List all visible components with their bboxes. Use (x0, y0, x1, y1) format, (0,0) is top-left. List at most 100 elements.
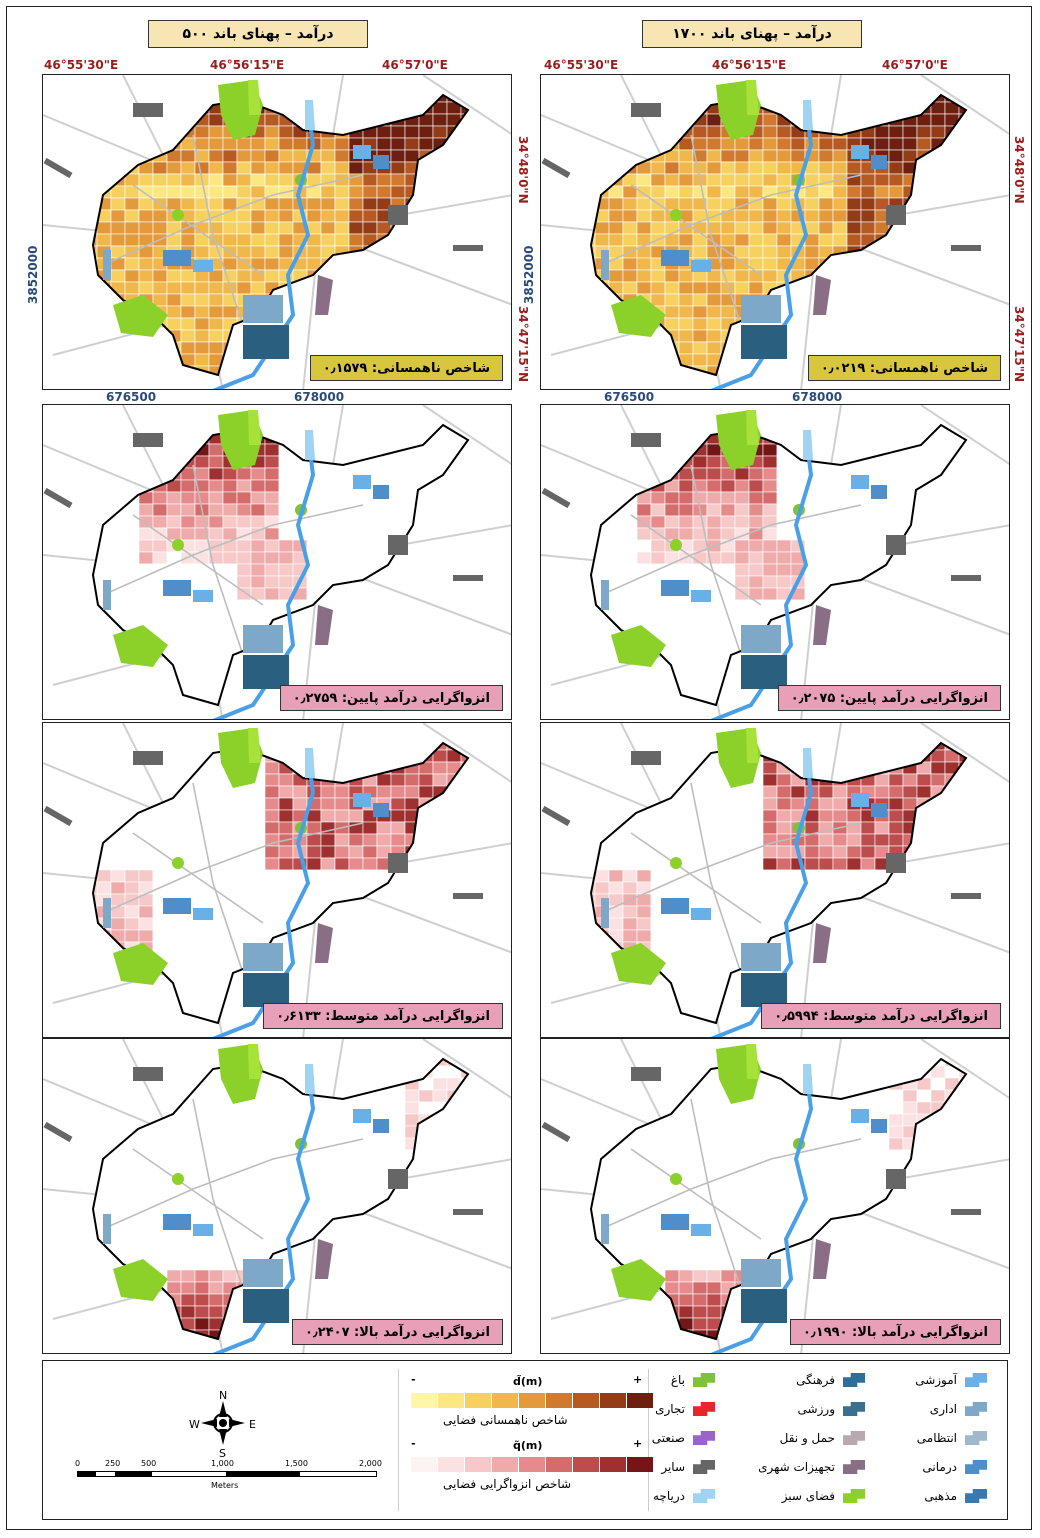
landuse-swatch (965, 1460, 987, 1474)
ramp2-symbol: q̃(m) (513, 1439, 543, 1452)
panel-label: شاخص ناهمسانی: ۰٫۰۲۱۹ (807, 355, 1001, 381)
scale-bar (77, 1471, 377, 1477)
landuse-swatch (965, 1489, 987, 1503)
scale-unit: Meters (211, 1481, 239, 1490)
easting-1-right: 676500 (604, 390, 655, 404)
right-map-title: درآمد – پهنای باند ۱۷۰۰ (642, 20, 862, 48)
panel-label: انزواگرایی درآمد متوسط: ۰٫۶۱۳۳ (263, 1003, 503, 1029)
landuse-label: دریاچه (653, 1489, 685, 1503)
landuse-label: اداری (929, 1402, 957, 1416)
scale-tick: 1,000 (211, 1459, 234, 1468)
panel-label: انزواگرایی درآمد بالا: ۰٫۱۹۹۰ (789, 1319, 1001, 1345)
lat-label-2-right: 34°47'15"N (1012, 306, 1026, 383)
map-panel-left-1: شاخص ناهمسانی: ۰٫۱۵۷۹ (42, 74, 512, 390)
compass-n: N (219, 1389, 228, 1402)
map-svg (43, 405, 511, 719)
lat-label-1-left: 34°48'0"N (516, 136, 530, 204)
scale-tick: 250 (105, 1459, 121, 1468)
lon-label-2-left: 46°56'15"E (210, 58, 285, 72)
map-panel-left-3: انزواگرایی درآمد متوسط: ۰٫۶۱۳۳ (42, 722, 512, 1038)
lon-label-2-right: 46°56'15"E (712, 58, 787, 72)
map-panel-left-4: انزواگرایی درآمد بالا: ۰٫۲۴۰۷ (42, 1038, 512, 1354)
landuse-label: انتظامی (916, 1431, 957, 1445)
ramp2-swatch (519, 1457, 546, 1472)
ramp1-swatch (519, 1393, 546, 1408)
ramp2-swatch (600, 1457, 627, 1472)
ramp1-minus: - (411, 1373, 416, 1386)
map-svg (541, 405, 1009, 719)
ramp1-swatch (465, 1393, 492, 1408)
lat-label-1-right: 34°48'0"N (1012, 136, 1026, 204)
ramp1-caption: شاخص ناهمسانی فضایی (443, 1413, 568, 1427)
landuse-label: آموزشی (915, 1373, 957, 1387)
scale-tick: 500 (141, 1459, 157, 1468)
ramp1-swatch (411, 1393, 438, 1408)
easting-2-left: 678000 (294, 390, 345, 404)
northing-right: 3852000 (522, 245, 536, 304)
landuse-swatch (693, 1431, 715, 1445)
lat-label-2-left: 34°47'15"N (516, 306, 530, 383)
landuse-swatch (843, 1460, 865, 1474)
map-svg (541, 723, 1009, 1037)
lon-label-1-right: 46°55'30"E (544, 58, 619, 72)
scale-tick: 1,500 (285, 1459, 308, 1468)
landuse-label: تجاری (655, 1402, 685, 1416)
ramp2-colorbar (411, 1457, 654, 1472)
landuse-label: سایر (661, 1460, 685, 1474)
compass-s: S (219, 1447, 226, 1460)
landuse-swatch (965, 1373, 987, 1387)
lon-label-3-left: 46°57'0"E (382, 58, 448, 72)
ramp2-swatch (438, 1457, 465, 1472)
landuse-label: تجهیزات شهری (758, 1460, 835, 1474)
map-panel-right-1: شاخص ناهمسانی: ۰٫۰۲۱۹ (540, 74, 1010, 390)
ramp1-swatch (438, 1393, 465, 1408)
lon-label-1-left: 46°55'30"E (44, 58, 119, 72)
left-map-title: درآمد – پهنای باند ۵۰۰ (148, 20, 368, 48)
landuse-label: صنعتی (651, 1431, 685, 1445)
ramp2-swatch (411, 1457, 438, 1472)
landuse-label: فرهنگی (796, 1373, 835, 1387)
map-svg (541, 75, 1009, 389)
landuse-swatch (693, 1460, 715, 1474)
landuse-label: حمل و نقل (779, 1431, 835, 1445)
landuse-swatch (693, 1489, 715, 1503)
ramp1-colorbar (411, 1393, 654, 1408)
panel-label: انزواگرایی درآمد پایین: ۰٫۲۷۵۹ (279, 685, 503, 711)
map-svg (43, 75, 511, 389)
north-arrow-icon (201, 1401, 245, 1445)
legend: N S E W 0 250 500 1,000 1,500 2,000 Mete… (42, 1360, 1008, 1520)
ramp1-plus: + (633, 1373, 643, 1386)
panel-label: انزواگرایی درآمد پایین: ۰٫۲۰۷۵ (777, 685, 1001, 711)
panel-label: شاخص ناهمسانی: ۰٫۱۵۷۹ (309, 355, 503, 381)
northing-left: 3852000 (26, 245, 40, 304)
landuse-swatch (843, 1431, 865, 1445)
ramp2-swatch (492, 1457, 519, 1472)
panel-label: انزواگرایی درآمد متوسط: ۰٫۵۹۹۴ (761, 1003, 1001, 1029)
ramp1-swatch (492, 1393, 519, 1408)
figure-frame (6, 6, 1032, 1530)
ramp1-swatch (546, 1393, 573, 1408)
map-svg (541, 1039, 1009, 1353)
ramp2-swatch (546, 1457, 573, 1472)
easting-1-left: 676500 (106, 390, 157, 404)
compass-e: E (249, 1418, 256, 1431)
landuse-swatch (843, 1489, 865, 1503)
ramp1-swatch (600, 1393, 627, 1408)
panel-label: انزواگرایی درآمد بالا: ۰٫۲۴۰۷ (291, 1319, 503, 1345)
landuse-label: درمانی (922, 1460, 957, 1474)
landuse-label: مذهبی (924, 1489, 957, 1503)
map-panel-right-4: انزواگرایی درآمد بالا: ۰٫۱۹۹۰ (540, 1038, 1010, 1354)
ramp2-plus: + (633, 1437, 643, 1450)
scale-tick: 0 (75, 1459, 81, 1468)
landuse-swatch (693, 1402, 715, 1416)
landuse-swatch (843, 1402, 865, 1416)
landuse-label: ورزشی (797, 1402, 835, 1416)
ramp2-swatch (627, 1457, 654, 1472)
landuse-swatch (965, 1431, 987, 1445)
landuse-swatch (965, 1402, 987, 1416)
ramp2-minus: - (411, 1437, 416, 1450)
map-svg (43, 723, 511, 1037)
landuse-swatch (843, 1373, 865, 1387)
ramp2-swatch (465, 1457, 492, 1472)
map-panel-left-2: انزواگرایی درآمد پایین: ۰٫۲۷۵۹ (42, 404, 512, 720)
